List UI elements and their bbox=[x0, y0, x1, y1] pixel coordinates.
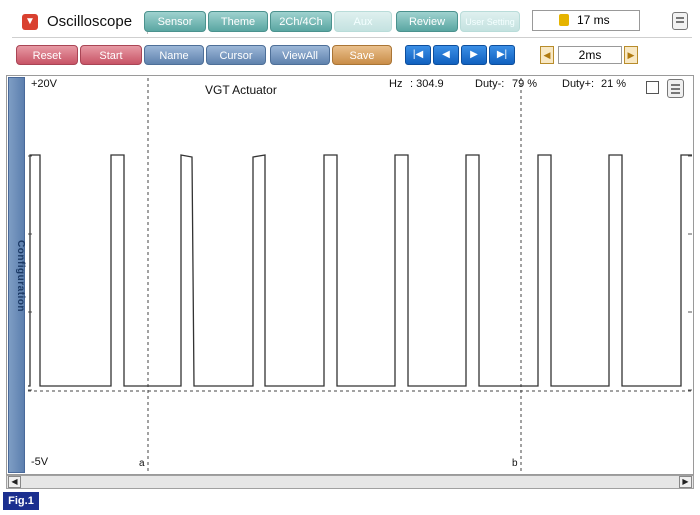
cursor-b-label: b bbox=[512, 458, 518, 469]
tab-2ch-4ch[interactable]: 2Ch/4Ch bbox=[270, 11, 332, 32]
duty-plus-label: Duty+: bbox=[562, 78, 595, 90]
figure-label: Fig.1 bbox=[3, 492, 39, 510]
viewall-button[interactable]: ViewAll bbox=[270, 45, 330, 65]
menu-dropdown-icon[interactable]: ▼ bbox=[22, 14, 38, 30]
configuration-tab[interactable]: Configuration bbox=[8, 77, 26, 473]
first-frame-button[interactable]: |◀ bbox=[405, 45, 431, 65]
elapsed-time-value: 17 ms bbox=[577, 13, 610, 27]
tab-sensor[interactable]: Sensor bbox=[144, 11, 206, 32]
horizontal-scrollbar[interactable]: ◀ ▶ bbox=[6, 475, 694, 489]
duty-minus-label: Duty-: bbox=[475, 78, 505, 90]
list-menu-icon[interactable] bbox=[667, 79, 684, 98]
axis-ticks bbox=[28, 155, 692, 391]
elapsed-time-display: 17 ms bbox=[532, 10, 640, 31]
prev-frame-button[interactable]: ◀ bbox=[433, 45, 459, 65]
tab-aux[interactable]: Aux bbox=[334, 11, 392, 32]
start-button[interactable]: Start bbox=[80, 45, 142, 65]
scope-plot[interactable] bbox=[28, 78, 692, 472]
channel-title: VGT Actuator bbox=[205, 83, 277, 97]
timebase-decrease-icon[interactable]: ◀ bbox=[540, 46, 554, 64]
duty-minus-value: 79 % bbox=[512, 78, 538, 90]
last-frame-button[interactable]: ▶| bbox=[489, 45, 515, 65]
frequency-value: : 304.9 bbox=[410, 78, 444, 90]
waveform-canvas bbox=[28, 78, 692, 472]
scope-frame bbox=[6, 75, 694, 475]
scroll-left-icon[interactable]: ◀ bbox=[8, 476, 21, 488]
timer-icon bbox=[559, 14, 569, 26]
timebase-increase-icon[interactable]: ▶ bbox=[624, 46, 638, 64]
tab-theme[interactable]: Theme bbox=[208, 11, 268, 32]
tab-user-setting[interactable]: User Setting bbox=[460, 11, 520, 32]
app-title: Oscilloscope bbox=[47, 13, 133, 30]
name-button[interactable]: Name bbox=[144, 45, 204, 65]
frequency-label: Hz bbox=[389, 78, 403, 90]
top-bar: ▼ Oscilloscope Sensor Theme 2Ch/4Ch Aux … bbox=[12, 8, 692, 38]
save-button[interactable]: Save bbox=[332, 45, 392, 65]
reset-button[interactable]: Reset bbox=[16, 45, 78, 65]
next-frame-button[interactable]: ▶ bbox=[461, 45, 487, 65]
cursor-a-label: a bbox=[139, 458, 145, 469]
window-menu-icon[interactable] bbox=[672, 12, 688, 30]
display-checkbox[interactable] bbox=[646, 81, 659, 94]
timebase-value: 2ms bbox=[558, 46, 622, 64]
y-axis-max-label: +20V bbox=[31, 78, 57, 90]
scroll-right-icon[interactable]: ▶ bbox=[679, 476, 692, 488]
duty-plus-value: 21 % bbox=[601, 78, 627, 90]
waveform-trace bbox=[28, 154, 692, 387]
tab-review[interactable]: Review bbox=[396, 11, 458, 32]
cursor-button[interactable]: Cursor bbox=[206, 45, 266, 65]
configuration-label: Configuration bbox=[15, 239, 26, 313]
y-axis-min-label: -5V bbox=[31, 456, 49, 468]
toolbar: Reset Start Name Cursor ViewAll Save |◀ … bbox=[12, 42, 692, 70]
